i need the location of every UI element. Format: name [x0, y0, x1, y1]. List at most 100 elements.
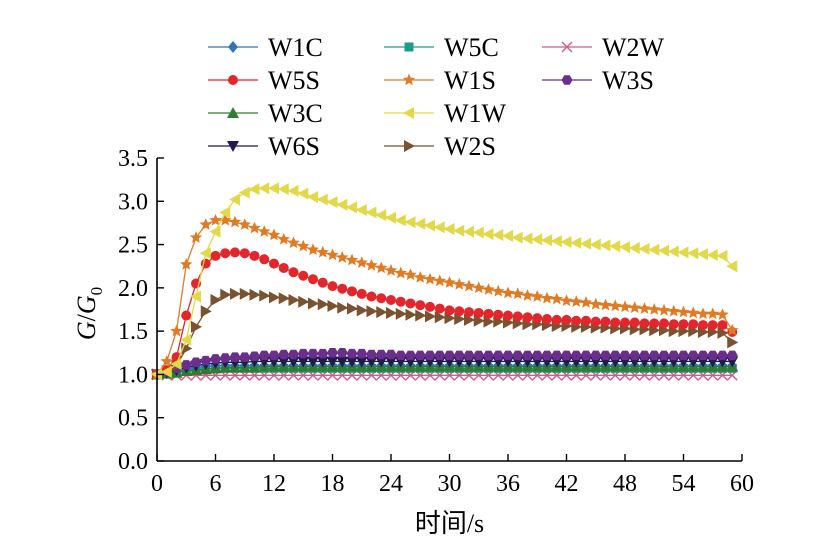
legend-label: W5S	[268, 66, 320, 95]
data-point-W5S	[278, 262, 289, 273]
y-axis-label-numerator: G	[72, 321, 101, 340]
y-tick-label: 3.5	[118, 146, 148, 172]
y-tick-label: 1.5	[118, 319, 148, 345]
data-point-W1W	[511, 231, 523, 244]
legend-item-W3S: W3S	[542, 66, 654, 95]
data-point-W2S	[308, 297, 319, 310]
data-point-W5S	[259, 254, 270, 265]
data-point-W3S	[366, 349, 377, 360]
data-point-W1W	[638, 242, 650, 255]
data-point-W5S	[308, 274, 318, 285]
data-point-W3S	[405, 350, 416, 361]
data-point-W1W	[199, 247, 211, 260]
data-point-W6S	[316, 356, 329, 368]
data-point-W3S	[258, 350, 270, 361]
data-point-W1S	[696, 307, 710, 320]
data-point-W1W	[394, 214, 406, 227]
y-axis-label-denominator: G	[72, 295, 101, 314]
data-point-W2S	[473, 314, 485, 327]
legend-item-W2W: W2W	[542, 33, 665, 62]
data-point-W1W	[716, 249, 728, 262]
data-point-W3S	[580, 350, 592, 361]
data-point-W1S	[306, 243, 320, 256]
data-point-W3S	[551, 350, 563, 361]
data-point-W1W	[365, 206, 377, 219]
data-point-W3S	[561, 350, 572, 361]
data-point-W3S	[453, 350, 465, 361]
data-point-W1W	[404, 216, 416, 229]
y-tick-label: 3.0	[118, 189, 148, 215]
data-point-W3S	[307, 348, 319, 359]
data-point-W1S	[687, 306, 700, 319]
data-point-W5S	[249, 250, 260, 261]
data-point-W3S	[219, 353, 231, 363]
data-point-W1S	[609, 299, 622, 312]
data-point-W1S	[462, 279, 476, 292]
data-point-W2S	[191, 320, 202, 333]
data-point-W2S	[366, 305, 378, 318]
legend-marker	[228, 41, 238, 53]
data-point-W2S	[200, 305, 212, 318]
data-point-W5S	[239, 248, 250, 259]
data-point-W3S	[200, 355, 212, 366]
data-point-W2S	[249, 288, 261, 301]
data-point-W5S	[659, 318, 669, 329]
data-point-W1S	[638, 302, 651, 314]
data-point-W6S	[346, 356, 358, 368]
data-point-W6S	[385, 356, 397, 368]
data-point-W5S	[366, 291, 377, 302]
data-point-W5S	[561, 314, 572, 325]
data-point-W1W	[599, 239, 611, 252]
data-point-W3S	[278, 349, 290, 360]
data-point-W2S	[376, 306, 388, 319]
data-point-W3S	[639, 350, 650, 361]
data-point-W1S	[228, 215, 242, 228]
data-point-W1W	[706, 248, 718, 261]
y-tick-label: 2.0	[118, 276, 148, 302]
data-point-W1S	[209, 213, 222, 226]
data-point-W5S	[181, 310, 192, 321]
legend-label: W1S	[444, 66, 496, 95]
data-point-W3S	[249, 351, 260, 362]
data-point-W5S	[532, 313, 543, 324]
data-point-W1W	[326, 196, 338, 209]
data-point-W1S	[365, 258, 378, 271]
series-W5S	[152, 247, 738, 380]
data-point-W2S	[210, 293, 222, 306]
data-point-W6S	[307, 356, 319, 368]
data-point-W1S	[531, 290, 544, 302]
series-W1W	[151, 182, 738, 381]
data-point-W1W	[502, 229, 513, 242]
data-point-W3S	[600, 350, 611, 361]
legend-label: W6S	[268, 132, 320, 161]
data-point-W3S	[522, 350, 533, 361]
data-point-W6S	[365, 356, 378, 368]
data-point-W5S	[405, 298, 416, 309]
data-point-W5S	[269, 258, 279, 269]
data-point-W1S	[238, 218, 251, 230]
legend-marker	[227, 141, 239, 152]
data-point-W1S	[618, 300, 632, 313]
data-point-W1S	[443, 276, 456, 288]
axes: 0.0 0.5 1.0 1.5 2.0 2.5 3.0 3.5 0 6 12 18 24 30 36 42 48…	[118, 146, 754, 497]
data-point-W3S	[239, 352, 251, 362]
data-point-W3S	[336, 348, 348, 358]
data-point-W1S	[189, 231, 203, 243]
data-point-W1S	[589, 297, 602, 310]
data-point-W1W	[316, 193, 328, 206]
data-point-W2S	[337, 301, 349, 314]
legend-item-W2S: W2S	[384, 132, 496, 161]
data-point-W5S	[581, 315, 591, 326]
legend-marker	[561, 75, 573, 85]
y-tick-label: 0.0	[118, 449, 148, 475]
data-point-W5S	[522, 312, 533, 323]
data-point-W3S	[619, 350, 631, 361]
data-point-W1W	[580, 237, 591, 250]
data-point-W1S	[560, 294, 573, 307]
data-point-W2S	[230, 287, 241, 300]
data-point-W1S	[287, 236, 300, 249]
data-point-W5S	[317, 277, 328, 288]
data-point-W1W	[560, 235, 572, 248]
data-point-W1W	[180, 333, 192, 346]
